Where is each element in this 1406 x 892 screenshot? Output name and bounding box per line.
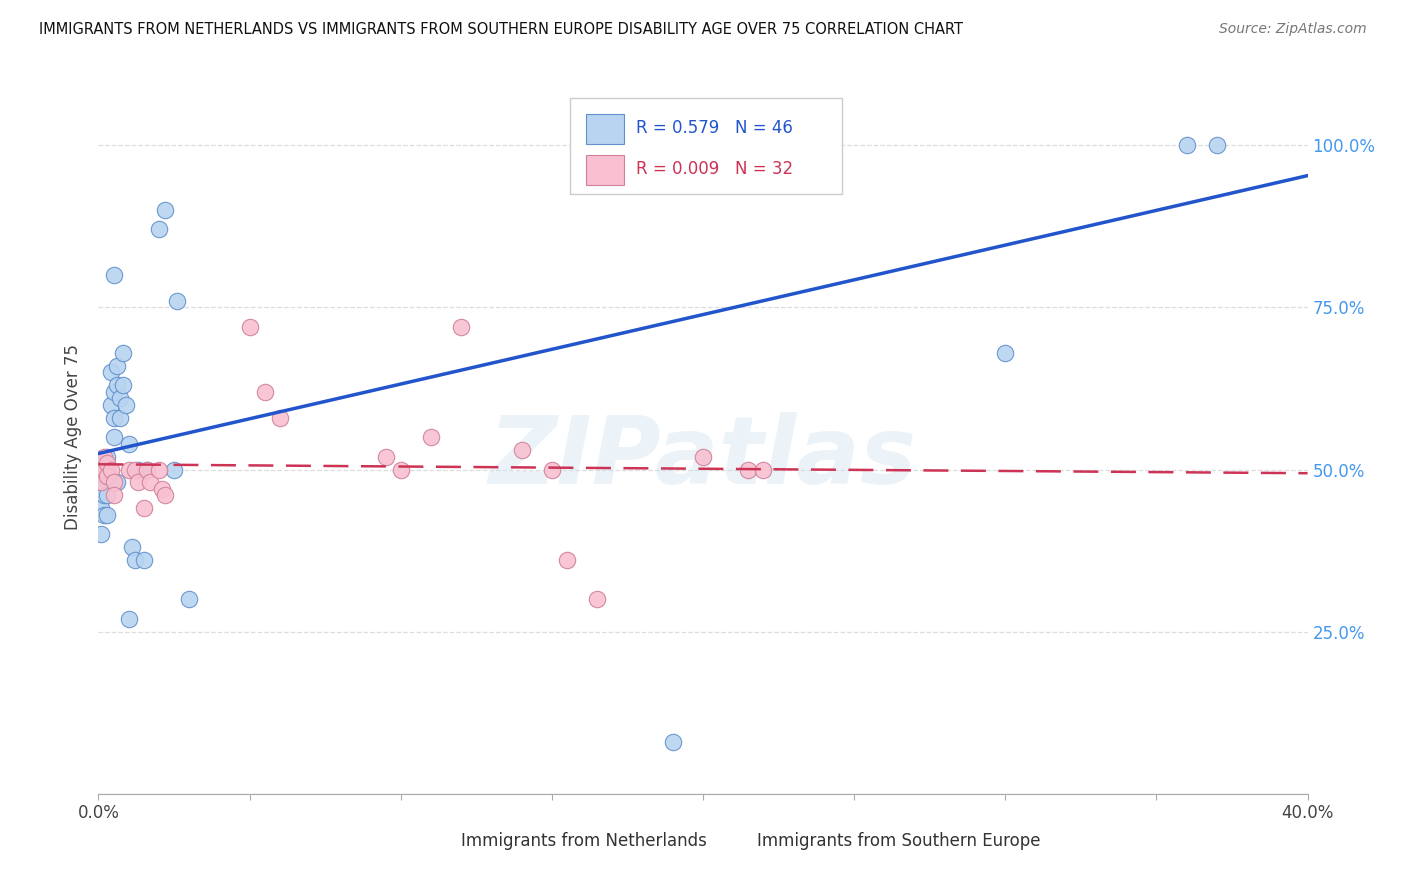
- Point: [93, 469, 115, 483]
- Point: [93, 462, 115, 476]
- Point: [510, 443, 533, 458]
- Point: [135, 462, 157, 476]
- Point: [100, 462, 122, 476]
- Point: [90, 475, 112, 490]
- FancyBboxPatch shape: [713, 828, 744, 854]
- Point: [752, 462, 775, 476]
- Point: [90, 462, 112, 476]
- Point: [103, 384, 125, 399]
- Point: [100, 398, 122, 412]
- Point: [132, 501, 155, 516]
- FancyBboxPatch shape: [586, 155, 624, 186]
- Point: [166, 293, 188, 308]
- Point: [153, 488, 176, 502]
- Point: [124, 553, 146, 567]
- Point: [100, 365, 122, 379]
- Point: [692, 450, 714, 464]
- Point: [111, 378, 134, 392]
- Text: R = 0.579   N = 46: R = 0.579 N = 46: [637, 120, 793, 137]
- Point: [148, 462, 170, 476]
- Point: [389, 462, 412, 476]
- Point: [105, 475, 128, 490]
- Point: [555, 553, 578, 567]
- Text: Immigrants from Netherlands: Immigrants from Netherlands: [461, 832, 707, 850]
- Point: [114, 398, 136, 412]
- Point: [994, 345, 1017, 359]
- Point: [93, 456, 115, 470]
- Point: [105, 378, 128, 392]
- Point: [148, 222, 170, 236]
- Point: [103, 430, 125, 444]
- Y-axis label: Disability Age Over 75: Disability Age Over 75: [65, 344, 83, 530]
- Point: [96, 450, 118, 464]
- Point: [239, 319, 262, 334]
- Point: [124, 462, 146, 476]
- Text: Immigrants from Southern Europe: Immigrants from Southern Europe: [758, 832, 1040, 850]
- Point: [108, 391, 131, 405]
- Point: [752, 138, 775, 153]
- Point: [135, 462, 157, 476]
- Point: [150, 482, 173, 496]
- Point: [132, 553, 155, 567]
- Point: [127, 462, 149, 476]
- Point: [96, 488, 118, 502]
- Point: [96, 508, 118, 522]
- Point: [139, 475, 162, 490]
- Point: [93, 450, 115, 464]
- Point: [813, 138, 835, 153]
- Point: [737, 462, 759, 476]
- Point: [105, 359, 128, 373]
- Point: [103, 488, 125, 502]
- Point: [118, 612, 141, 626]
- Point: [90, 475, 112, 490]
- Point: [118, 436, 141, 450]
- Point: [96, 469, 118, 483]
- Point: [420, 430, 443, 444]
- Point: [450, 319, 472, 334]
- Text: ZIPatlas: ZIPatlas: [489, 412, 917, 505]
- Point: [90, 501, 112, 516]
- Point: [127, 475, 149, 490]
- Point: [118, 462, 141, 476]
- Point: [93, 462, 115, 476]
- Point: [540, 462, 562, 476]
- FancyBboxPatch shape: [416, 828, 449, 854]
- FancyBboxPatch shape: [569, 98, 842, 194]
- Point: [374, 450, 396, 464]
- Point: [103, 475, 125, 490]
- Point: [1175, 138, 1198, 153]
- Point: [121, 541, 143, 555]
- Point: [90, 527, 112, 541]
- Point: [586, 592, 609, 607]
- Point: [96, 456, 118, 470]
- Point: [96, 469, 118, 483]
- Text: IMMIGRANTS FROM NETHERLANDS VS IMMIGRANTS FROM SOUTHERN EUROPE DISABILITY AGE OV: IMMIGRANTS FROM NETHERLANDS VS IMMIGRANT…: [39, 22, 963, 37]
- Point: [111, 345, 134, 359]
- Point: [103, 268, 125, 282]
- Point: [1206, 138, 1229, 153]
- Point: [93, 488, 115, 502]
- Point: [90, 462, 112, 476]
- Point: [103, 410, 125, 425]
- Point: [96, 462, 118, 476]
- FancyBboxPatch shape: [586, 114, 624, 144]
- Point: [153, 202, 176, 217]
- Text: Source: ZipAtlas.com: Source: ZipAtlas.com: [1219, 22, 1367, 37]
- Point: [163, 462, 186, 476]
- Point: [93, 508, 115, 522]
- Point: [253, 384, 276, 399]
- Point: [179, 592, 201, 607]
- Text: R = 0.009   N = 32: R = 0.009 N = 32: [637, 161, 793, 178]
- Point: [108, 410, 131, 425]
- Point: [269, 410, 291, 425]
- Point: [661, 735, 683, 749]
